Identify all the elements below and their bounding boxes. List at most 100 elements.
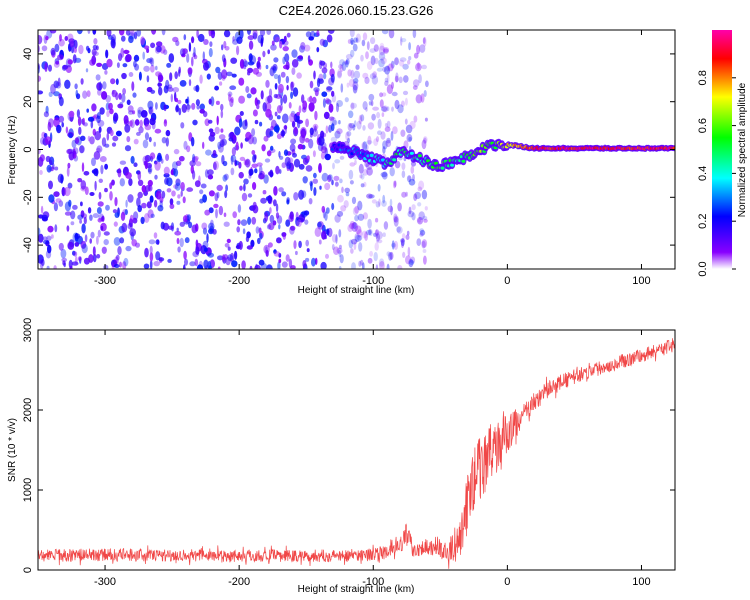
noise-blob bbox=[129, 214, 134, 223]
noise-blob bbox=[148, 168, 152, 173]
noise-blob bbox=[183, 34, 187, 41]
noise-blob bbox=[269, 169, 274, 178]
noise-blob bbox=[404, 118, 408, 125]
noise-blob bbox=[46, 265, 50, 269]
noise-blob bbox=[197, 33, 205, 43]
noise-blob bbox=[209, 41, 213, 47]
noise-blob bbox=[85, 68, 89, 73]
noise-blob bbox=[280, 96, 283, 106]
noise-blob bbox=[349, 180, 354, 185]
noise-blob bbox=[330, 73, 335, 83]
noise-blob bbox=[373, 232, 377, 237]
noise-blob bbox=[408, 206, 412, 215]
noise-blob bbox=[377, 118, 382, 129]
noise-blob bbox=[157, 74, 164, 83]
noise-blob bbox=[147, 100, 154, 110]
noise-blob bbox=[402, 63, 409, 70]
noise-blob bbox=[386, 251, 391, 257]
noise-blob bbox=[418, 74, 422, 84]
noise-blob bbox=[237, 204, 242, 213]
noise-blob bbox=[324, 153, 331, 161]
noise-blob bbox=[213, 203, 219, 209]
noise-blob bbox=[349, 162, 356, 167]
noise-blob bbox=[264, 158, 271, 163]
colorbar: 0.0 0.2 0.4 0.6 0.8 Normalized spectral ampl… bbox=[697, 30, 748, 277]
noise-blob bbox=[105, 95, 111, 103]
noise-blob bbox=[366, 61, 373, 70]
noise-blob bbox=[423, 137, 427, 144]
noise-blob bbox=[388, 30, 395, 39]
noise-blob bbox=[141, 185, 147, 193]
noise-blob bbox=[283, 125, 288, 130]
noise-blob bbox=[325, 207, 330, 214]
noise-blob bbox=[46, 164, 52, 173]
noise-blob bbox=[109, 191, 113, 201]
snr-x-tick-label: -300 bbox=[94, 576, 116, 588]
noise-blob bbox=[357, 200, 363, 211]
noise-blob bbox=[267, 242, 273, 248]
noise-blob bbox=[227, 246, 231, 251]
noise-blob bbox=[217, 255, 224, 261]
noise-blob bbox=[321, 91, 328, 97]
noise-blob bbox=[390, 205, 393, 216]
noise-blob bbox=[338, 244, 342, 250]
noise-blob bbox=[382, 47, 390, 53]
noise-blob bbox=[354, 205, 360, 214]
noise-blob bbox=[407, 210, 415, 218]
noise-blob bbox=[339, 178, 343, 184]
noise-blob bbox=[72, 204, 78, 210]
noise-blob bbox=[351, 196, 357, 205]
noise-blob bbox=[125, 172, 132, 179]
noise-blob bbox=[370, 100, 374, 107]
noise-blob bbox=[49, 159, 53, 166]
noise-blob bbox=[330, 123, 335, 132]
noise-blob bbox=[305, 257, 310, 262]
noise-blob bbox=[81, 162, 85, 173]
noise-blob bbox=[153, 199, 158, 208]
noise-blob bbox=[54, 43, 60, 53]
noise-blob bbox=[355, 234, 362, 242]
noise-blob bbox=[273, 93, 278, 99]
noise-blob bbox=[149, 252, 154, 262]
noise-blob bbox=[148, 136, 152, 143]
noise-blob bbox=[265, 249, 269, 257]
noise-blob bbox=[149, 117, 156, 126]
noise-blob bbox=[48, 194, 55, 203]
noise-blob bbox=[360, 183, 365, 188]
noise-blob bbox=[96, 145, 103, 153]
noise-blob bbox=[386, 73, 390, 83]
noise-blob bbox=[373, 138, 379, 147]
noise-blob bbox=[350, 102, 358, 109]
noise-blob bbox=[240, 219, 248, 227]
noise-blob bbox=[358, 114, 363, 125]
noise-blob bbox=[362, 169, 369, 176]
noise-blob bbox=[65, 126, 69, 134]
noise-blob bbox=[207, 174, 214, 180]
spectrogram-y-label: Frequency (Hz) bbox=[7, 116, 18, 185]
noise-blob bbox=[176, 104, 179, 112]
noise-blob bbox=[177, 194, 181, 199]
noise-blob bbox=[277, 74, 281, 85]
noise-blob bbox=[266, 150, 272, 157]
noise-blob bbox=[115, 130, 122, 137]
noise-blob bbox=[184, 258, 188, 266]
noise-blob bbox=[356, 120, 362, 130]
noise-blob bbox=[292, 87, 299, 97]
noise-blob bbox=[43, 111, 50, 118]
noise-blob bbox=[258, 172, 265, 180]
noise-blob bbox=[130, 155, 135, 164]
noise-blob bbox=[382, 194, 386, 204]
noise-blob bbox=[238, 77, 245, 86]
noise-blob bbox=[354, 233, 360, 243]
noise-blob bbox=[245, 86, 250, 93]
noise-blob bbox=[100, 222, 107, 232]
noise-blob bbox=[101, 91, 108, 100]
noise-blob bbox=[202, 240, 209, 249]
noise-blob bbox=[89, 192, 95, 196]
noise-blob bbox=[80, 78, 84, 85]
noise-blob bbox=[325, 125, 329, 134]
noise-blob bbox=[80, 240, 87, 249]
noise-blob bbox=[218, 205, 224, 216]
noise-blob bbox=[60, 248, 67, 259]
noise-blob bbox=[153, 141, 156, 147]
